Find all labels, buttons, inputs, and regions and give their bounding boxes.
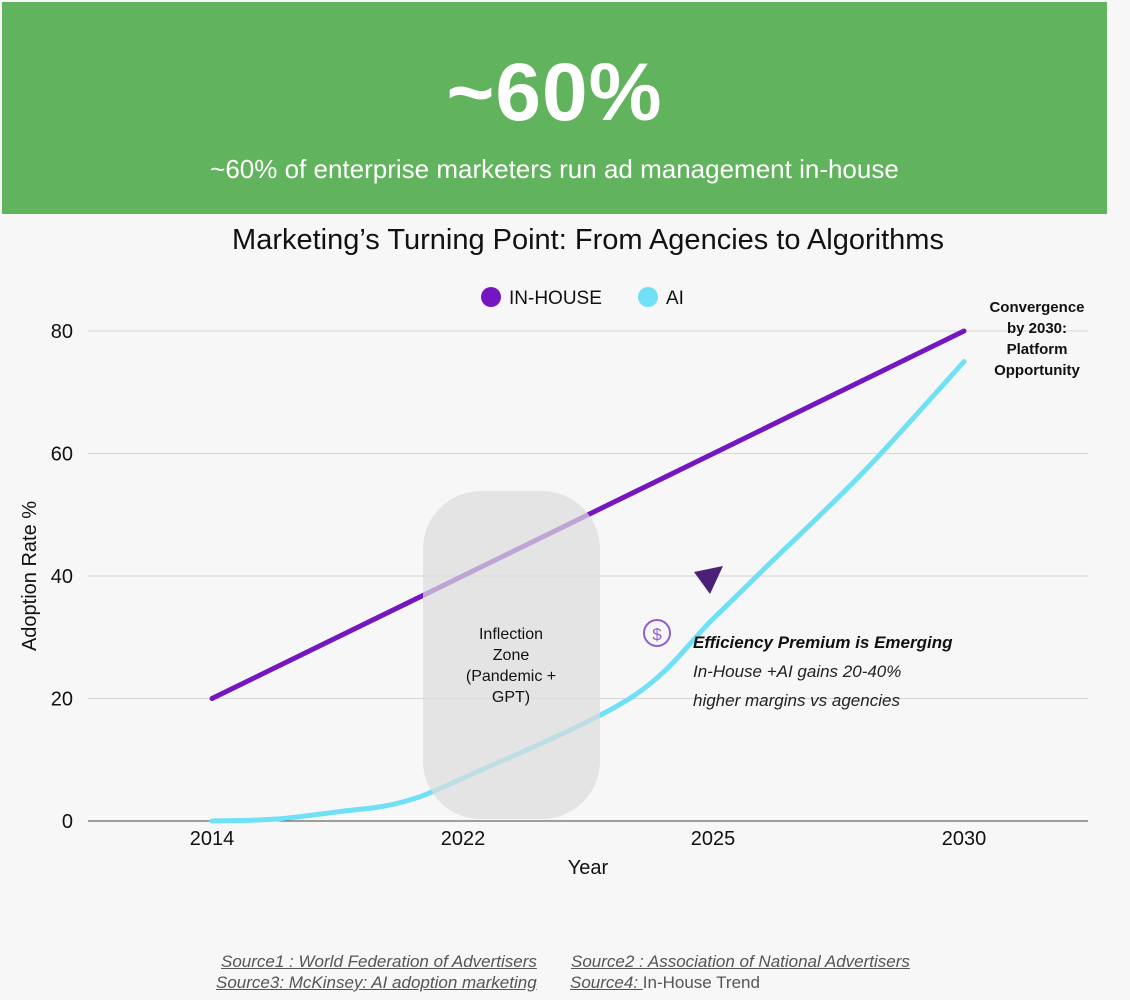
- efficiency-line: higher margins vs agencies: [693, 691, 900, 710]
- legend-item-ai: AI: [638, 287, 684, 309]
- series-line-ai: [209, 359, 967, 824]
- y-tick-label: 60: [51, 444, 73, 466]
- legend-label: AI: [666, 288, 684, 309]
- source-1[interactable]: Source1 : World Federation of Advertiser…: [221, 952, 537, 972]
- y-tick-label: 40: [51, 566, 73, 588]
- x-tick-label: 2030: [942, 828, 987, 850]
- hero-banner: ~60% ~60% of enterprise marketers run ad…: [2, 2, 1107, 214]
- source-4[interactable]: Source4: In-House Trend: [570, 973, 760, 993]
- source-4-label: Source4:: [570, 973, 643, 992]
- convergence-label: Convergence: [989, 299, 1084, 316]
- hero-stat: ~60%: [446, 47, 663, 138]
- x-tick-label: 2022: [441, 828, 486, 850]
- dollar-sign: $: [652, 625, 662, 644]
- efficiency-line: In-House +AI gains 20-40%: [693, 662, 901, 681]
- source-3-label: Source3:: [216, 973, 289, 992]
- source-2-label: Source2 :: [571, 952, 648, 971]
- source-1-text: World Federation of Advertisers: [298, 952, 537, 971]
- x-tick-label: 2025: [691, 828, 736, 850]
- source-2[interactable]: Source2 : Association of National Advert…: [571, 952, 910, 972]
- dollar-circle: [643, 619, 671, 647]
- source-2-text: Association of National Advertisers: [647, 952, 910, 971]
- source-1-label: Source1 :: [221, 952, 299, 971]
- legend-item-in-house: IN-HOUSE: [481, 287, 602, 309]
- convergence-label: Opportunity: [994, 362, 1080, 379]
- y-tick-label: 20: [51, 689, 73, 711]
- y-tick-label: 80: [51, 321, 73, 343]
- y-axis-title: Adoption Rate %: [19, 501, 41, 651]
- x-tick-label: 2014: [190, 828, 235, 850]
- y-tick-label: 0: [62, 811, 73, 833]
- x-axis-title: Year: [568, 857, 609, 879]
- legend-swatch: [481, 287, 501, 307]
- legend-label: IN-HOUSE: [509, 288, 602, 309]
- inflection-label: Inflection: [479, 626, 543, 643]
- convergence-label: Platform: [1007, 341, 1068, 358]
- source-3-text: McKinsey: AI adoption marketing: [288, 973, 537, 992]
- inflection-label: (Pandemic +: [466, 668, 556, 685]
- hero-caption: ~60% of enterprise marketers run ad mana…: [210, 154, 899, 184]
- source-4-text: In-House Trend: [642, 973, 760, 992]
- arrow-head-icon: [694, 566, 723, 594]
- inflection-zone: [423, 491, 600, 819]
- legend-swatch: [638, 287, 658, 307]
- convergence-label: by 2030:: [1007, 320, 1067, 337]
- dollar-circle-icon: $: [643, 619, 671, 647]
- efficiency-title: Efficiency Premium is Emerging: [693, 633, 953, 652]
- inflection-label: GPT): [492, 689, 530, 706]
- chart-title: Marketing’s Turning Point: From Agencies…: [232, 224, 944, 256]
- inflection-label: Zone: [493, 647, 530, 664]
- source-3[interactable]: Source3: McKinsey: AI adoption marketing: [216, 973, 537, 993]
